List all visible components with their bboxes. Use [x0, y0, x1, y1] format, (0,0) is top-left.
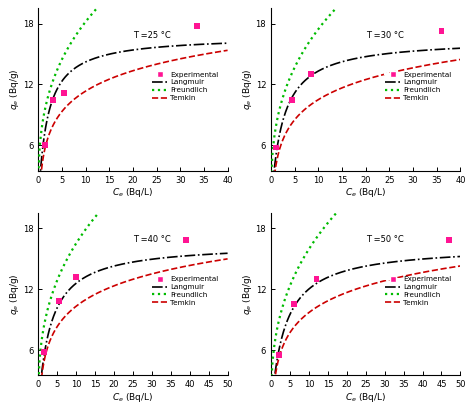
- Point: [40, 349, 48, 356]
- Point: [313, 276, 320, 282]
- Point: [308, 71, 315, 77]
- Y-axis label: $q_e$ (Bq/g): $q_e$ (Bq/g): [9, 274, 21, 315]
- Legend: Experimental, Langmuir, Freundlich, Temkin: Experimental, Langmuir, Freundlich, Temk…: [384, 275, 453, 307]
- Text: T =25 °C: T =25 °C: [133, 30, 171, 40]
- Text: T =50 °C: T =50 °C: [366, 235, 403, 244]
- Y-axis label: $q_e$ (Bq/g): $q_e$ (Bq/g): [241, 274, 254, 315]
- Text: T =40 °C: T =40 °C: [133, 235, 171, 244]
- Point: [50, 96, 57, 103]
- Point: [445, 237, 453, 243]
- Legend: Experimental, Langmuir, Freundlich, Temkin: Experimental, Langmuir, Freundlich, Temk…: [384, 70, 453, 103]
- Point: [73, 274, 80, 280]
- Point: [289, 96, 296, 103]
- X-axis label: $C_e$ (Bq/L): $C_e$ (Bq/L): [112, 186, 154, 199]
- Point: [193, 22, 201, 29]
- Point: [182, 237, 190, 243]
- Y-axis label: $q_e$ (Bq/g): $q_e$ (Bq/g): [241, 69, 254, 110]
- Point: [61, 89, 68, 96]
- Y-axis label: $q_e$ (Bq/g): $q_e$ (Bq/g): [9, 69, 21, 110]
- Text: T =30 °C: T =30 °C: [366, 30, 403, 40]
- Legend: Experimental, Langmuir, Freundlich, Temkin: Experimental, Langmuir, Freundlich, Temk…: [151, 275, 220, 307]
- Point: [275, 352, 283, 358]
- Point: [42, 142, 49, 149]
- Point: [272, 144, 280, 151]
- Point: [55, 298, 63, 304]
- X-axis label: $C_e$ (Bq/L): $C_e$ (Bq/L): [345, 186, 386, 199]
- X-axis label: $C_e$ (Bq/L): $C_e$ (Bq/L): [112, 391, 154, 404]
- X-axis label: $C_e$ (Bq/L): $C_e$ (Bq/L): [345, 391, 386, 404]
- Legend: Experimental, Langmuir, Freundlich, Temkin: Experimental, Langmuir, Freundlich, Temk…: [151, 70, 220, 103]
- Point: [290, 301, 298, 308]
- Point: [438, 27, 445, 34]
